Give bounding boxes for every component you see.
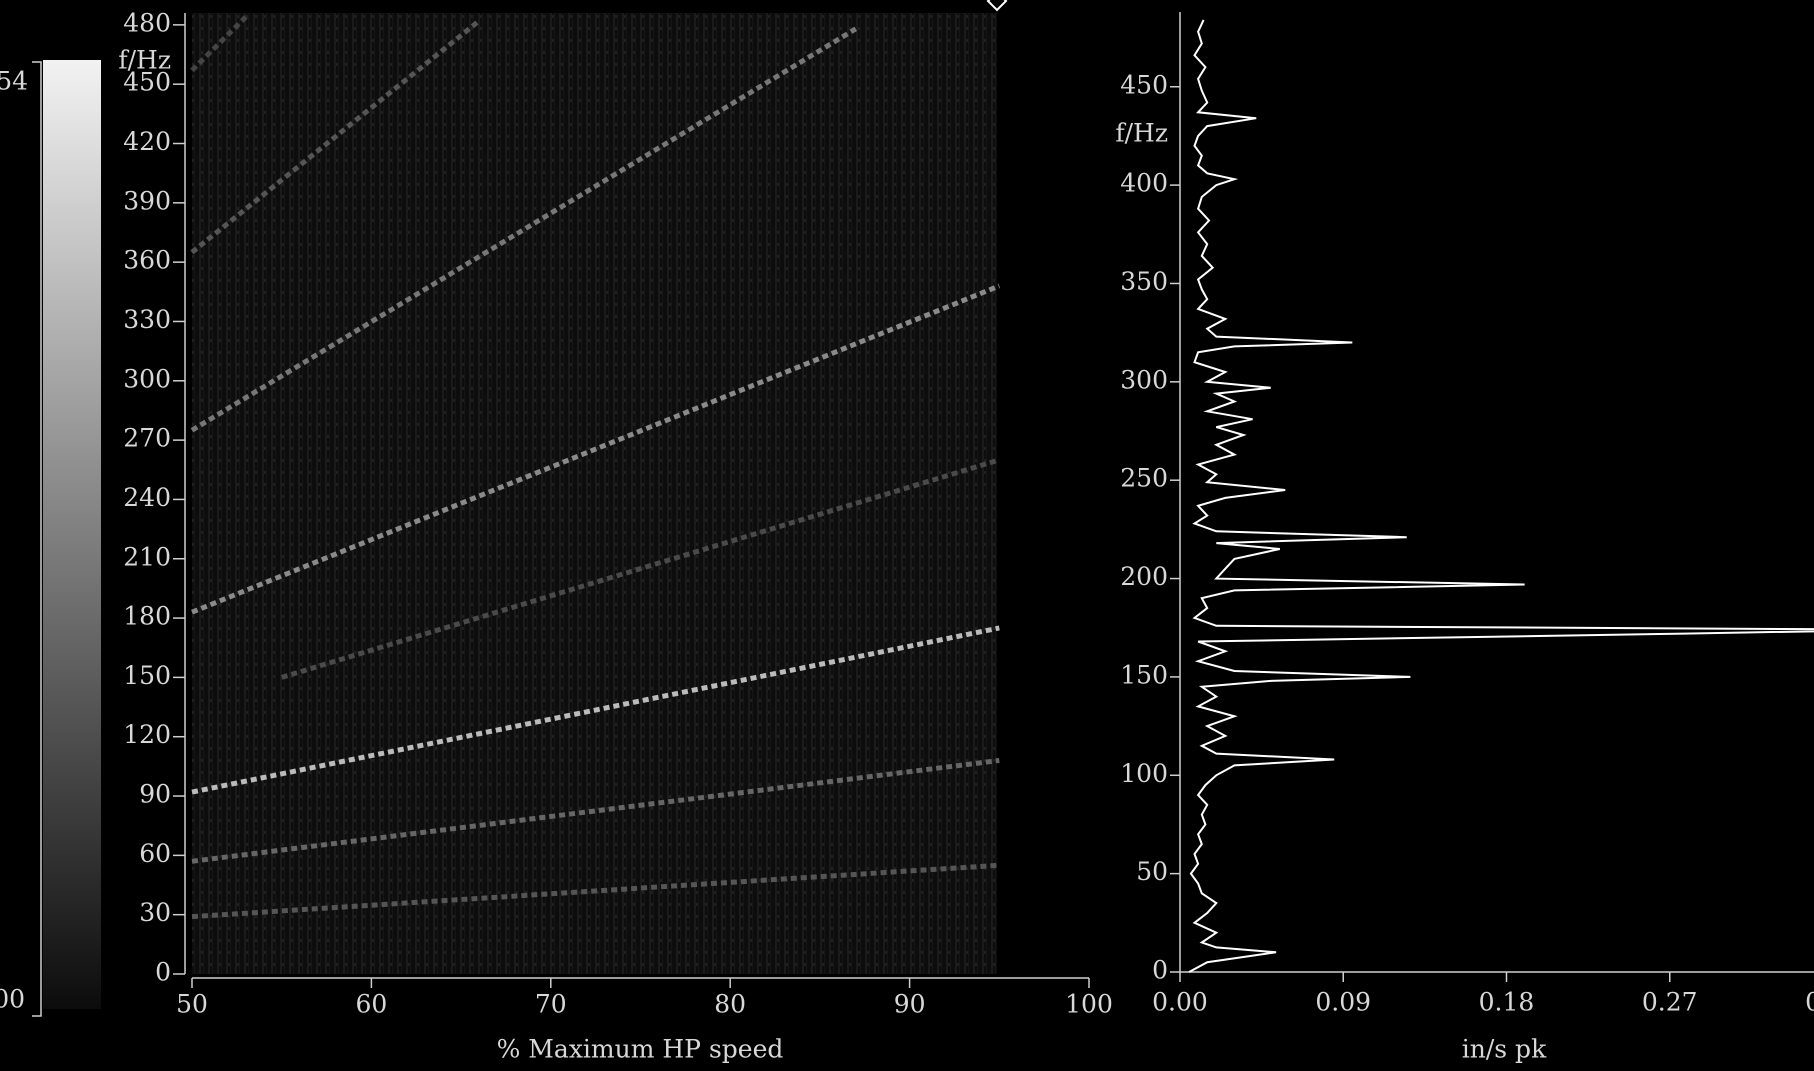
- colorbar-bracket: [32, 61, 42, 1017]
- y-tick-label: 390: [123, 186, 171, 215]
- x-tick-label: 0.09: [1315, 988, 1371, 1017]
- x-tick-label: 90: [894, 990, 926, 1019]
- y-tick-label: 270: [123, 424, 171, 453]
- x-tick-label: 50: [176, 990, 208, 1019]
- y-tick-label: 450: [123, 68, 171, 97]
- x-tick-label: 70: [535, 990, 567, 1019]
- cursor-marker[interactable]: [986, 0, 1008, 12]
- x-tick-label: 60: [355, 990, 387, 1019]
- x-tick-label: 100: [1065, 990, 1113, 1019]
- order-trace: [191, 862, 1000, 920]
- y-tick-label: 240: [123, 483, 171, 512]
- x-axis-label: % Maximum HP speed: [497, 1035, 784, 1064]
- order-trace: [191, 283, 1001, 615]
- y-tick-label: 60: [139, 839, 171, 868]
- y-tick-label: 350: [1120, 267, 1168, 296]
- y-tick-label: 420: [123, 127, 171, 156]
- x-tick-label: 0.27: [1642, 988, 1698, 1017]
- y-tick-label: 450: [1120, 70, 1168, 99]
- x-axis-label: in/s pk: [1462, 1035, 1547, 1064]
- y-tick-label: 90: [139, 780, 171, 809]
- y-tick-label: 210: [123, 542, 171, 571]
- y-tick-label: 300: [123, 364, 171, 393]
- y-tick-label: 330: [123, 305, 171, 334]
- y-tick-label: 120: [123, 720, 171, 749]
- order-trace: [280, 457, 1001, 680]
- spectrogram-background: [192, 13, 997, 974]
- y-tick-label: 180: [123, 602, 171, 631]
- y-tick-label: 300: [1120, 365, 1168, 394]
- y-tick-label: 100: [1120, 759, 1168, 788]
- x-tick-label: 0.36: [1805, 988, 1814, 1017]
- y-axis-label: f/Hz: [118, 46, 171, 75]
- order-trace: [191, 757, 1000, 864]
- order-trace: [191, 625, 1000, 795]
- order-trace: [190, 15, 248, 73]
- y-tick-label: 150: [1120, 660, 1168, 689]
- y-tick-label: 0: [155, 958, 171, 987]
- spectrum-line: [1188, 19, 1814, 973]
- order-trace: [190, 18, 481, 255]
- colorbar: [43, 60, 101, 1009]
- x-tick-label: 80: [714, 990, 746, 1019]
- y-tick-label: 0: [1152, 956, 1168, 985]
- y-axis-label: f/Hz: [1115, 119, 1168, 148]
- y-tick-label: 250: [1120, 464, 1168, 493]
- colorbar-label: 00: [0, 985, 25, 1014]
- y-tick-label: 480: [123, 8, 171, 37]
- colorbar-label: 54: [0, 67, 28, 96]
- y-tick-label: 50: [1136, 857, 1168, 886]
- y-tick-label: 150: [123, 661, 171, 690]
- y-tick-label: 360: [123, 246, 171, 275]
- x-tick-label: 0.00: [1152, 988, 1208, 1017]
- y-tick-label: 30: [139, 898, 171, 927]
- x-tick-label: 0.18: [1479, 988, 1535, 1017]
- y-tick-label: 200: [1120, 562, 1168, 591]
- y-tick-label: 400: [1120, 169, 1168, 198]
